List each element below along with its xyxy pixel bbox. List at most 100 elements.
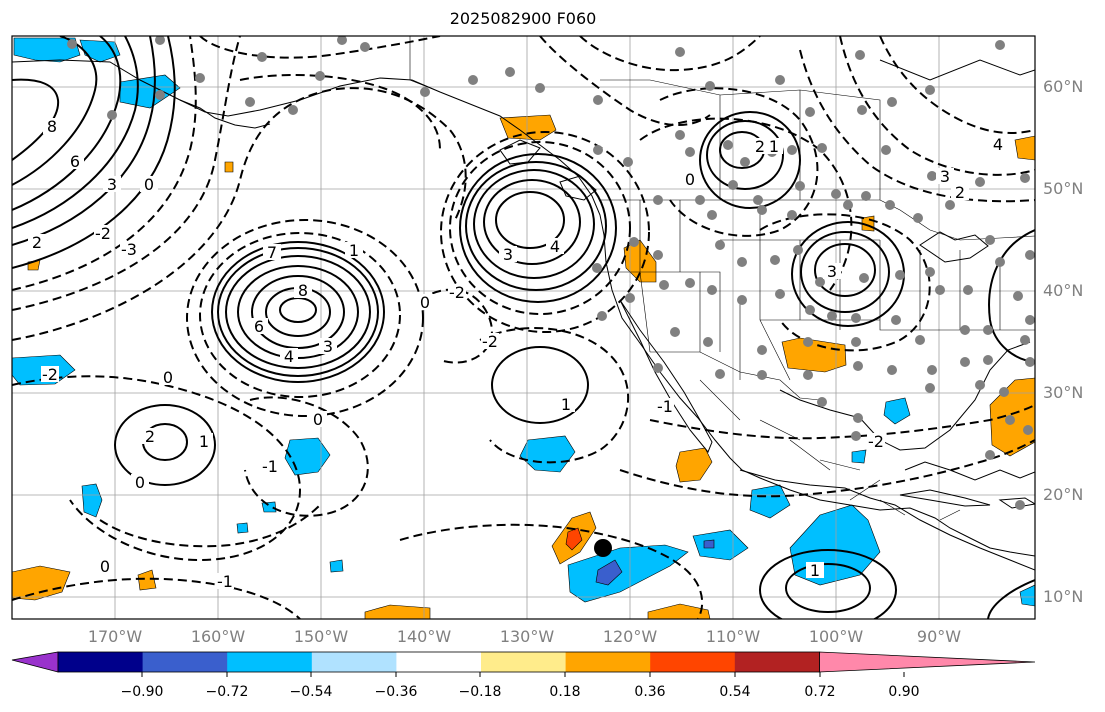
station-dot [787, 210, 797, 220]
station-dot [593, 95, 603, 105]
contour-label-positive: 6 [254, 317, 264, 336]
station-dot [805, 107, 815, 117]
contour-dashed [12, 36, 241, 311]
contour-label-positive: 6 [70, 152, 80, 171]
contour-label-bg [159, 369, 177, 385]
contour-label-positive: 3 [503, 245, 513, 264]
contour-label-positive: 4 [284, 347, 294, 366]
colorbar-segment [58, 652, 144, 672]
shade-orange-patch [224, 161, 234, 173]
contour-label-positive: 2 [145, 427, 155, 446]
station-dot [695, 195, 705, 205]
station-dot [975, 177, 985, 187]
station-dot [257, 52, 267, 62]
contour-dashed [419, 288, 493, 364]
contour-dashed [649, 404, 1035, 440]
station-dot [757, 205, 767, 215]
contour-dashed [539, 36, 711, 126]
lon-label: 170°W [87, 627, 143, 646]
shade-blue-patch [883, 397, 911, 425]
contour-solid [114, 404, 216, 486]
colorbar-tick-label: 0.54 [719, 684, 751, 700]
station-dot [975, 380, 985, 390]
contour-label-bg [936, 168, 954, 184]
contour-label-bg [261, 458, 279, 474]
contour-solid [473, 169, 595, 279]
contour-label-negative: 0 [135, 473, 145, 492]
coastline-alaska [12, 59, 1035, 557]
station-dot [843, 200, 853, 210]
station-dot [995, 40, 1005, 50]
contour-solid [800, 231, 890, 313]
station-dot [1025, 250, 1035, 260]
lat-label: 60°N [1043, 77, 1084, 96]
contour-label-bg [216, 573, 234, 589]
station-dot [1020, 335, 1030, 345]
lat-label: 30°N [1043, 383, 1084, 402]
lon-label: 160°W [190, 627, 246, 646]
shade-deep-blue-patch [703, 539, 715, 549]
colorbar-extend-low [11, 651, 59, 673]
contour-label-positive: 1 [199, 432, 209, 451]
contour-label-bg [141, 428, 159, 444]
station-dot [592, 263, 602, 273]
contour-label-bg [751, 138, 769, 154]
contour-label-positive: 3 [940, 167, 950, 186]
station-dot [107, 110, 117, 120]
shade-blue-patch [1019, 584, 1035, 607]
contour-label-bg [43, 118, 61, 134]
contour-label-bg [250, 318, 268, 334]
coastlines [12, 59, 1035, 571]
contour-label-negative: 0 [685, 170, 695, 189]
station-dot [653, 250, 663, 260]
contour-label-positive: 1 [810, 561, 820, 580]
station-dot [1025, 357, 1035, 367]
station-dot [757, 370, 767, 380]
contour-dashed [839, 36, 1035, 176]
contour-label-negative: -1 [217, 572, 233, 591]
contour-label-negative: -2 [95, 224, 111, 243]
station-dot [420, 87, 430, 97]
contour-label-bg [66, 153, 84, 169]
shade-orange-patch [781, 337, 847, 373]
station-dot [787, 145, 797, 155]
station-dot [985, 450, 995, 460]
station-dot [707, 210, 717, 220]
shade-orange-patch [647, 603, 711, 619]
contour-label-positive: 2 [32, 233, 42, 252]
contour-solid [814, 243, 876, 297]
contour-label-bg [681, 171, 699, 187]
station-dot [705, 81, 715, 91]
station-dot [983, 325, 993, 335]
contour-dashed [12, 36, 197, 291]
contour-label-positive: 3 [827, 262, 837, 281]
contour-label-negative: -1 [657, 397, 673, 416]
contour-solid [988, 229, 1035, 363]
station-dot [1013, 291, 1023, 301]
station-dot [913, 213, 923, 223]
contour-dashed [619, 439, 1035, 498]
contour-label-positive: 1 [769, 137, 779, 156]
shade-blue-patch [519, 435, 576, 473]
contour-label-bg [280, 348, 298, 364]
station-dot [857, 105, 867, 115]
station-dot [995, 257, 1005, 267]
contour-label-positive: 3 [107, 175, 117, 194]
station-dot [963, 285, 973, 295]
colorbar-tick-label: 0.18 [549, 684, 581, 700]
colorbar-tick-label: 0.90 [888, 684, 920, 700]
colorbar-segment [650, 652, 736, 672]
station-dot [360, 42, 370, 52]
contour-dashed [199, 232, 401, 398]
station-dot [685, 147, 695, 157]
contour-label-bg [546, 238, 564, 254]
contour-label-negative: -2 [868, 432, 884, 451]
contour-label-bg [345, 242, 363, 258]
contour-solid [759, 549, 897, 619]
map-border [11, 35, 1036, 620]
contour-solid [987, 579, 1035, 619]
station-dot [155, 90, 165, 100]
station-dot [195, 73, 205, 83]
colorbar-tick-label: −0.90 [120, 684, 164, 700]
station-dot [925, 85, 935, 95]
